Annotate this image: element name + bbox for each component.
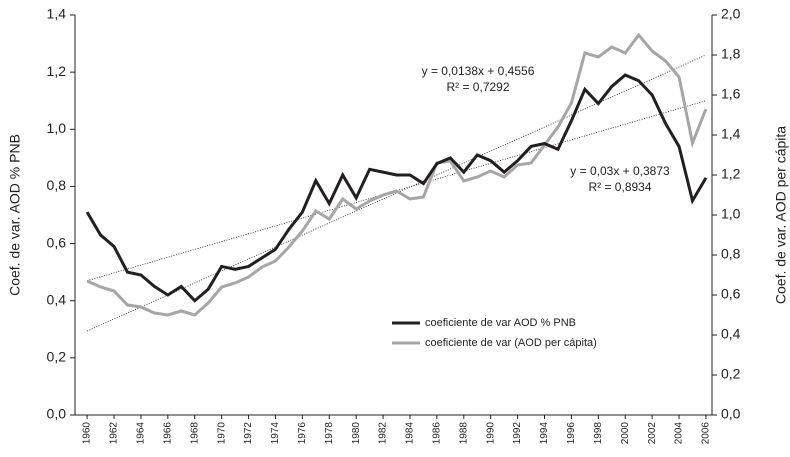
- x-tick-label: 2000: [620, 422, 631, 445]
- y-tick-label: 0,4: [47, 291, 67, 307]
- trend-equation: y = 0,03x + 0,3873: [570, 164, 670, 178]
- y2-tick-label: 1,2: [721, 166, 741, 182]
- x-tick-label: 1978: [324, 422, 335, 445]
- x-tick-label: 1976: [297, 422, 308, 445]
- y-tick-label: 1,2: [47, 63, 67, 79]
- trendline: [86, 54, 707, 332]
- x-tick-label: 1992: [512, 422, 523, 445]
- x-tick-label: 1966: [162, 422, 173, 445]
- y-tick-label: 0,2: [47, 349, 67, 365]
- x-tick-label: 1972: [243, 422, 254, 445]
- x-tick-label: 2006: [701, 422, 712, 445]
- legend-label: coeficiente de var AOD % PNB: [425, 317, 576, 329]
- x-tick-label: 1986: [432, 422, 443, 445]
- x-tick-label: 1996: [566, 422, 577, 445]
- x-tick-label: 1964: [136, 422, 147, 445]
- x-tick-label: 1980: [351, 422, 362, 445]
- y2-tick-label: 0,0: [721, 406, 741, 422]
- x-tick-label: 1974: [270, 422, 281, 445]
- x-tick-label: 1994: [539, 422, 550, 445]
- x-tick-label: 1960: [82, 422, 93, 445]
- y-tick-label: 0,0: [47, 406, 67, 422]
- x-tick-label: 1998: [593, 422, 604, 445]
- x-tick-label: 2002: [647, 422, 658, 445]
- y2-tick-label: 0,6: [721, 286, 741, 302]
- y2-tick-label: 0,4: [721, 326, 741, 342]
- y-axis-label: Coef. de var. AOD % PNB: [7, 134, 23, 296]
- y-tick-label: 0,6: [47, 234, 67, 250]
- y2-tick-label: 1,0: [721, 206, 741, 222]
- trend-equation: y = 0,0138x + 0,4556: [422, 64, 535, 78]
- y-tick-label: 1,0: [47, 120, 67, 136]
- y2-axis-label: Coef. de var. AOD per cápita: [773, 126, 789, 304]
- x-tick-label: 1968: [189, 422, 200, 445]
- x-tick-label: 1988: [458, 422, 469, 445]
- y-tick-label: 0,8: [47, 177, 67, 193]
- series-line: [86, 32, 708, 317]
- y2-tick-label: 1,6: [721, 86, 741, 102]
- trend-r2: R² = 0,7292: [446, 80, 509, 94]
- series-line: [85, 73, 708, 303]
- legend-label: coeficiente de var (AOD per cápita): [425, 337, 597, 349]
- y2-tick-label: 0,8: [721, 246, 741, 262]
- x-tick-label: 1990: [485, 422, 496, 445]
- x-tick-label: 1962: [109, 422, 120, 445]
- y2-tick-label: 0,2: [721, 366, 741, 382]
- y2-tick-label: 1,4: [721, 126, 741, 142]
- x-tick-label: 1982: [378, 422, 389, 445]
- trend-r2: R² = 0,8934: [588, 180, 651, 194]
- y-tick-label: 1,4: [47, 6, 67, 22]
- y2-tick-label: 2,0: [721, 6, 741, 22]
- x-tick-label: 1970: [216, 422, 227, 445]
- x-tick-label: 2004: [674, 422, 685, 445]
- y2-tick-label: 1,8: [721, 46, 741, 62]
- x-tick-label: 1984: [405, 422, 416, 445]
